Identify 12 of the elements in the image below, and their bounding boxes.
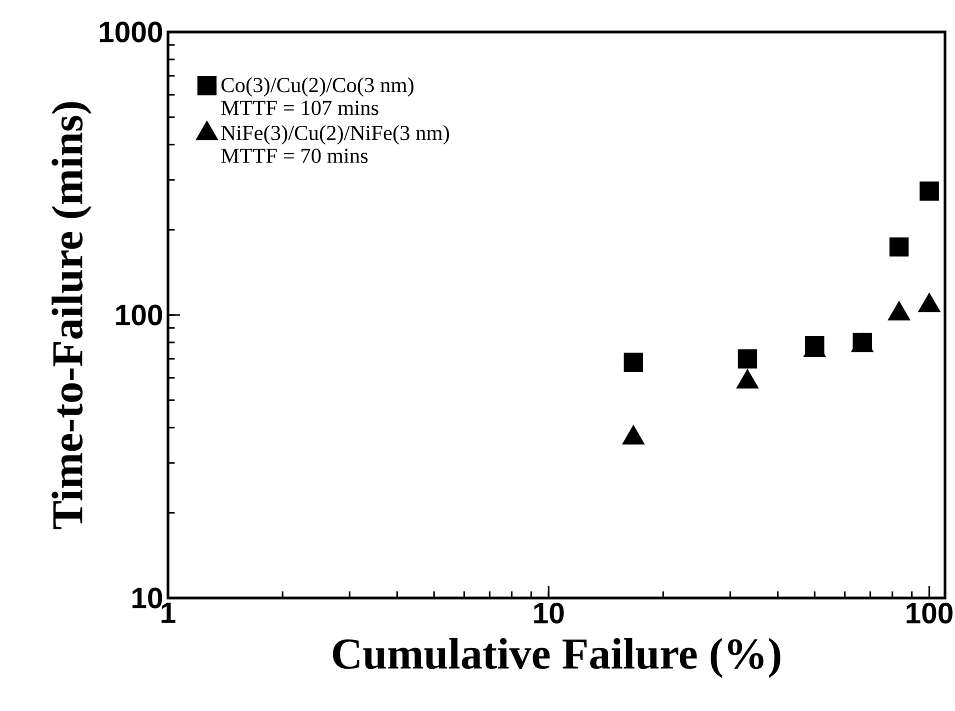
legend-label: Co(3)/Cu(2)/Co(3 nm) [221, 77, 414, 97]
x-tick-label: 10 [534, 602, 564, 624]
legend-label: NiFe(3)/Cu(2)/NiFe(3 nm) [221, 125, 449, 144]
y-tick-label: 10 [132, 588, 162, 608]
y-tick-label: 100 [116, 304, 162, 326]
annotation: MTTF = 107 mins [221, 100, 378, 116]
y-axis-title: Time-to-Failure (mins) [52, 102, 92, 530]
x-axis-title: Cumulative Failure (%) [332, 638, 780, 678]
annotation: MTTF = 70 mins [221, 148, 368, 164]
x-tick-label: 1 [162, 602, 176, 623]
x-tick-label: 100 [906, 602, 953, 624]
y-tick-label: 1000 [100, 22, 162, 42]
